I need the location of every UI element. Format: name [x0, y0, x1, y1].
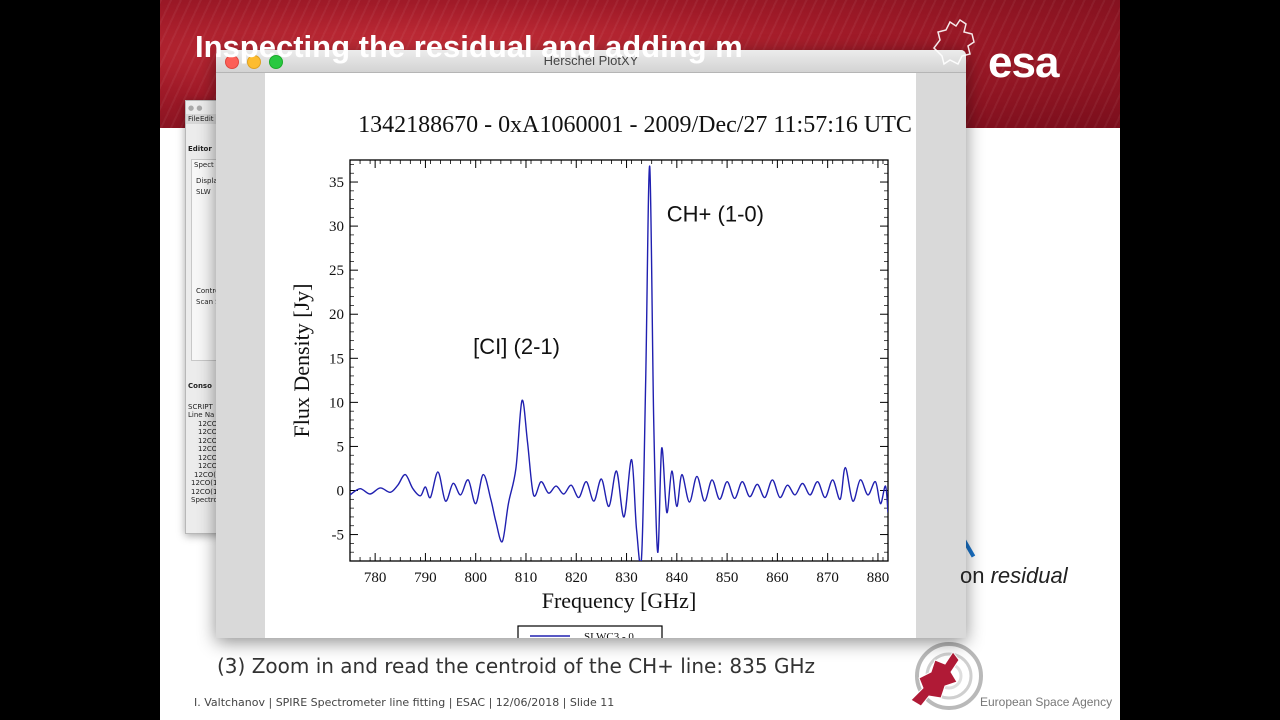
x-tick-label: 810: [515, 570, 538, 586]
bg-line-4: 12CO: [198, 445, 218, 453]
spectrum-plot[interactable]: 1342188670 - 0xA1060001 - 2009/Dec/27 11…: [265, 73, 916, 638]
bg-menu-edit[interactable]: Edit: [200, 115, 214, 123]
esa-agency-logo-icon: [910, 642, 983, 710]
slide-footer: I. Valtchanov | SPIRE Spectrometer line …: [194, 696, 615, 709]
bg-label-console: Conso: [188, 382, 212, 390]
x-tick-label: 880: [867, 570, 890, 586]
annotation-label: [CI] (2-1): [473, 334, 560, 359]
bg-line-1: 12CO: [198, 420, 218, 428]
bg-label-linename: Line Na: [188, 411, 215, 419]
y-axis-label: Flux Density [Jy]: [289, 284, 314, 438]
bg-line-10: Spectrom: [191, 496, 225, 504]
window-titlebar[interactable]: Herschel PlotXY: [216, 50, 966, 73]
y-tick-label: 0: [337, 483, 345, 499]
bg-menu-bar: [186, 114, 226, 124]
close-window-button[interactable]: [225, 55, 239, 69]
bg-label-editor: Editor: [188, 145, 212, 153]
bg-label-scan: Scan S: [196, 298, 220, 306]
y-tick-label: 35: [329, 175, 344, 191]
residual-text: on residual: [960, 563, 1068, 589]
bg-line-8: 12CO(1: [191, 479, 218, 487]
bg-line-6: 12CO(: [198, 462, 221, 470]
bg-menu-file[interactable]: File: [188, 115, 200, 123]
chart-title: 1342188670 - 0xA1060001 - 2009/Dec/27 11…: [358, 112, 912, 138]
esa-logo: esa: [988, 38, 1059, 87]
x-tick-label: 870: [816, 570, 839, 586]
residual-word: residual: [990, 563, 1068, 588]
y-tick-label: -5: [332, 528, 345, 544]
y-tick-label: 15: [329, 351, 344, 367]
plot-frame: [349, 159, 889, 562]
minimize-window-button[interactable]: [247, 55, 261, 69]
bg-line-5: 12CO: [198, 454, 218, 462]
zoom-window-button[interactable]: [269, 55, 283, 69]
series-line-slwc3---0: [350, 165, 888, 561]
bg-line-7: 12CO(1: [194, 471, 221, 479]
plot-canvas[interactable]: 1342188670 - 0xA1060001 - 2009/Dec/27 11…: [265, 73, 916, 638]
x-axis-label: Frequency [GHz]: [542, 588, 697, 613]
bg-line-2: 12CO: [198, 428, 218, 436]
x-tick-label: 800: [464, 570, 487, 586]
y-tick-label: 30: [329, 219, 344, 235]
bottom-instruction: (3) Zoom in and read the centroid of the…: [217, 654, 815, 678]
x-tick-label: 860: [766, 570, 789, 586]
x-tick-label: 780: [364, 570, 387, 586]
bg-label-display[interactable]: Displa: [196, 177, 218, 185]
annotation-label: CH+ (1-0): [667, 202, 764, 227]
bg-traffic-lights: ● ●: [188, 104, 203, 112]
x-tick-label: 790: [414, 570, 437, 586]
bg-line-3: 12CO: [198, 437, 218, 445]
x-tick-label: 840: [666, 570, 689, 586]
legend-label: SLWC3 - 0: [584, 631, 634, 638]
slide-title: Inspecting the residual and adding m: [195, 29, 743, 64]
y-tick-label: 25: [329, 263, 344, 279]
bg-label-slw: SLW: [196, 188, 211, 196]
herschel-plotxy-window[interactable]: Herschel PlotXY 1342188670 - 0xA1060001 …: [216, 50, 966, 638]
residual-prefix: on: [960, 563, 991, 588]
agency-name: European Space Agency: [980, 695, 1113, 709]
x-tick-label: 830: [615, 570, 638, 586]
y-tick-label: 5: [337, 439, 345, 455]
x-tick-label: 850: [716, 570, 739, 586]
x-tick-label: 820: [565, 570, 588, 586]
bg-line-9: 12CO(1: [191, 488, 218, 496]
y-tick-label: 10: [329, 395, 344, 411]
legend-box: [517, 625, 663, 638]
bg-label-script: SCRIPT: [188, 403, 213, 411]
bg-label-spect[interactable]: Spect: [194, 161, 214, 169]
window-title: Herschel PlotXY: [543, 53, 639, 68]
bg-label-control: Contro: [196, 287, 220, 295]
y-tick-label: 20: [329, 307, 344, 323]
esa-europe-map-icon: [933, 18, 975, 66]
